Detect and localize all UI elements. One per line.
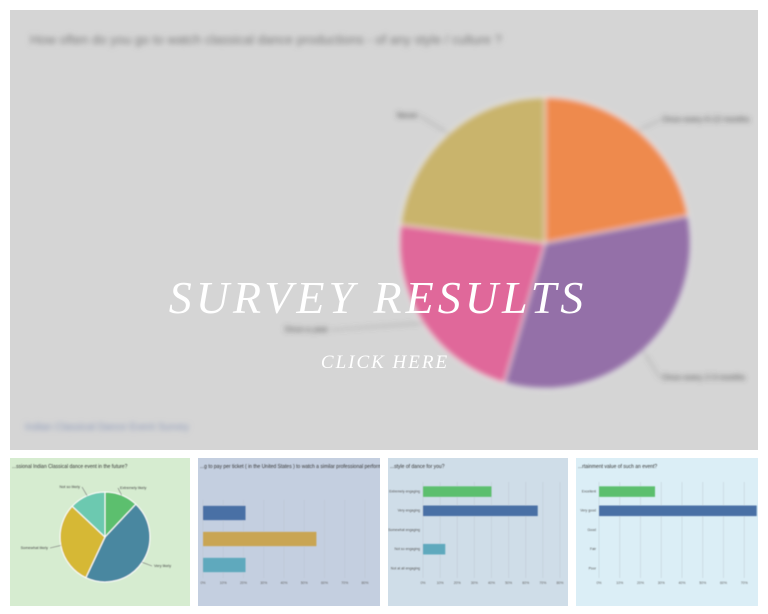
bar bbox=[423, 505, 538, 517]
x-tick-label: 20% bbox=[637, 581, 644, 585]
x-tick-label: 20% bbox=[454, 581, 461, 585]
bar-label: Not at all engaging bbox=[391, 566, 420, 570]
slice-label: Very likely bbox=[154, 564, 171, 568]
thumbnail-title: ...ssional Indian Classical dance event … bbox=[12, 464, 128, 470]
pie-slice bbox=[398, 224, 546, 384]
main-chart: How often do you go to watch classical d… bbox=[25, 32, 750, 433]
leader-line bbox=[329, 322, 423, 331]
bar bbox=[423, 486, 492, 497]
x-tick-label: 60% bbox=[720, 581, 727, 585]
thumbnails: ...ssional Indian Classical dance event … bbox=[10, 458, 768, 606]
x-tick-label: 0% bbox=[200, 581, 205, 585]
x-tick-label: 80% bbox=[761, 581, 768, 585]
thumbnail-title: ...g to pay per ticket ( in the United S… bbox=[200, 464, 386, 470]
bar-label: Fair bbox=[590, 547, 597, 551]
leader-line bbox=[117, 487, 122, 496]
banner-title[interactable]: SURVEY RESULTS bbox=[169, 272, 587, 323]
slice-label: Extremely likely bbox=[120, 486, 146, 490]
x-tick-label: 40% bbox=[280, 581, 287, 585]
bar-label: Excellent bbox=[582, 490, 596, 494]
x-tick-label: 50% bbox=[699, 581, 706, 585]
x-tick-label: 10% bbox=[220, 581, 227, 585]
slice-label: Never bbox=[397, 111, 419, 120]
leader-line bbox=[643, 350, 661, 379]
pie-slice bbox=[85, 503, 151, 583]
bar bbox=[203, 557, 246, 573]
x-tick-label: 70% bbox=[741, 581, 748, 585]
x-tick-label: 20% bbox=[240, 581, 247, 585]
slice-label: Not so likely bbox=[60, 485, 81, 489]
leader-line bbox=[81, 486, 88, 496]
thumbnail bbox=[576, 458, 758, 606]
thumbnail-content[interactable]: ...ssional Indian Classical dance event … bbox=[12, 464, 171, 583]
pie-slice bbox=[71, 491, 106, 539]
chart-title: How often do you go to watch classical d… bbox=[30, 32, 502, 47]
bar bbox=[203, 531, 317, 547]
thumbnail-content[interactable]: ...rtainment value of such an event? 0% 10… bbox=[578, 464, 768, 585]
x-tick-label: 70% bbox=[341, 581, 348, 585]
x-tick-label: 30% bbox=[658, 581, 665, 585]
bar bbox=[203, 505, 246, 521]
x-tick-label: 60% bbox=[522, 581, 529, 585]
leader-line bbox=[419, 115, 449, 134]
x-tick-label: 40% bbox=[488, 581, 495, 585]
bar-label: Poor bbox=[589, 566, 597, 570]
leader-line bbox=[142, 562, 153, 567]
x-tick-label: 50% bbox=[301, 581, 308, 585]
x-tick-label: 70% bbox=[539, 581, 546, 585]
thumbnail-content[interactable]: ...g to pay per ticket ( in the United S… bbox=[200, 464, 386, 585]
slice-label: Once a year bbox=[284, 325, 328, 334]
x-tick-label: 50% bbox=[505, 581, 512, 585]
bar-label: Good bbox=[587, 528, 596, 532]
x-tick-label: 0% bbox=[596, 581, 601, 585]
x-tick-label: 60% bbox=[321, 581, 328, 585]
x-tick-label: 10% bbox=[437, 581, 444, 585]
x-tick-label: 80% bbox=[361, 581, 368, 585]
thumbnail-content[interactable]: ...style of dance for you? 0% 10% 20% 30% 40%… bbox=[388, 464, 563, 585]
x-tick-label: 10% bbox=[616, 581, 623, 585]
x-tick-label: 80% bbox=[556, 581, 563, 585]
thumbnail bbox=[388, 458, 568, 606]
bar bbox=[599, 505, 757, 517]
bar bbox=[423, 543, 446, 555]
x-tick-label: 40% bbox=[678, 581, 685, 585]
x-tick-label: 0% bbox=[420, 581, 425, 585]
leader-line bbox=[637, 119, 661, 131]
bar-label: Somewhat engaging bbox=[388, 528, 420, 532]
slice-label: Somewhat likely bbox=[21, 546, 49, 550]
leader-line bbox=[49, 545, 61, 549]
pie-slice bbox=[544, 96, 689, 244]
slice-label: Once every 2-3 months bbox=[662, 373, 745, 382]
survey-footer: Indian Classical Dance Event Survey bbox=[25, 422, 189, 433]
bar bbox=[599, 486, 656, 497]
bar-label: Very engaging bbox=[398, 509, 420, 513]
bar-label: Not so engaging bbox=[395, 547, 421, 551]
thumbnail-title: ...rtainment value of such an event? bbox=[578, 464, 657, 470]
bar-label: Extremely engaging bbox=[389, 490, 420, 494]
slice-label: Once every 6-12 months bbox=[662, 115, 750, 124]
bar-label: Very good bbox=[580, 509, 596, 513]
x-tick-label: 30% bbox=[260, 581, 267, 585]
pie-slice bbox=[399, 96, 546, 244]
x-tick-label: 30% bbox=[471, 581, 478, 585]
thumbnail-title: ...style of dance for you? bbox=[390, 464, 445, 470]
banner-link[interactable]: CLICK HERE bbox=[321, 352, 449, 373]
